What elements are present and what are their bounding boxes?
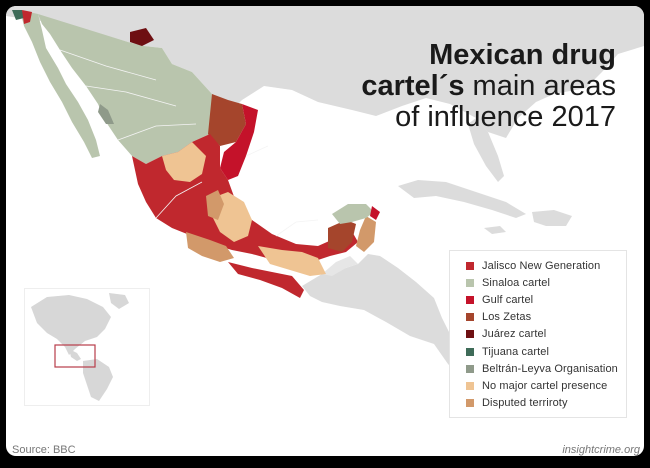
inset-canvas: [31, 293, 129, 401]
title-line-1: Mexican drug: [429, 39, 616, 71]
title-line-2-rest: main areas: [464, 70, 616, 102]
legend-item-juarez: Juárez cartel: [466, 326, 626, 343]
region-yucatan-sinaloa: [332, 204, 374, 224]
legend-label-tijuana: Tijuana cartel: [482, 345, 550, 358]
legend-swatch-beltran: [466, 364, 474, 373]
legend-swatch-sinaloa: [466, 278, 474, 287]
legend-item-beltran: Beltrán-Leyva Organisation: [466, 360, 626, 377]
legend-swatch-jalisco: [466, 261, 474, 270]
credit-text: insightcrime.org: [562, 444, 640, 456]
region-tijuana: [12, 10, 24, 20]
region-no-presence-north: [162, 142, 206, 182]
legend-item-zetas: Los Zetas: [466, 309, 626, 326]
region-no-presence-south: [258, 246, 326, 276]
legend-swatch-tijuana: [466, 347, 474, 356]
region-baja-northwest: [22, 10, 32, 24]
region-cuba: [398, 180, 526, 218]
region-sinaloa-north: [38, 14, 228, 164]
legend-label-none: No major cartel presence: [482, 379, 608, 392]
source-text: Source: BBC: [12, 444, 76, 456]
state-borders: [59, 49, 319, 237]
footer: Source: BBC insightcrime.org: [6, 444, 644, 456]
region-disputed-west: [186, 232, 234, 262]
legend-swatch-none: [466, 381, 474, 390]
inset-central-america: [69, 349, 81, 361]
title-line-3: of influence 2017: [395, 101, 616, 133]
region-gulf: [220, 104, 258, 180]
legend-label-gulf: Gulf cartel: [482, 293, 534, 306]
region-hispaniola: [532, 210, 572, 226]
title-line-2: cartel´s main areas: [316, 71, 616, 102]
legend-label-jalisco: Jalisco New Generation: [482, 259, 601, 272]
region-los-zetas-south: [328, 220, 356, 252]
inset-greenland: [109, 293, 129, 309]
legend-item-none: No major cartel presence: [466, 377, 626, 394]
map-canvas: [6, 6, 644, 372]
region-los-zetas-north: [208, 94, 246, 146]
legend-swatch-zetas: [466, 313, 474, 322]
region-baja-california: [20, 10, 100, 158]
inset-highlight-box: [54, 344, 96, 368]
legend-item-jalisco: Jalisco New Generation: [466, 257, 626, 274]
region-guatemala: [322, 256, 358, 276]
region-central-america: [302, 254, 460, 372]
legend-item-tijuana: Tijuana cartel: [466, 343, 626, 360]
legend-label-juarez: Juárez cartel: [482, 328, 547, 341]
region-gulf-yucatan: [370, 206, 380, 220]
map-title: Mexican drug cartel´s main areas of infl…: [316, 40, 616, 133]
legend-label-zetas: Los Zetas: [482, 311, 532, 324]
legend-swatch-disputed: [466, 399, 474, 408]
legend-label-beltran: Beltrán-Leyva Organisation: [482, 362, 618, 375]
region-disputed-central: [206, 190, 224, 220]
region-juarez: [130, 28, 154, 46]
region-beltran-leyva: [98, 104, 114, 124]
inset-south-america: [83, 359, 113, 401]
legend-label-disputed: Disputed terriroty: [482, 397, 568, 410]
locator-inset-map: [24, 288, 150, 406]
map-frame: Mexican drug cartel´s main areas of infl…: [6, 6, 644, 456]
inset-north-america: [31, 295, 111, 355]
legend-swatch-gulf: [466, 295, 474, 304]
legend: Jalisco New Generation Sinaloa cartel Gulf…: [449, 250, 627, 418]
region-disputed-east: [356, 216, 376, 252]
legend-item-sinaloa: Sinaloa cartel: [466, 274, 626, 291]
legend-label-sinaloa: Sinaloa cartel: [482, 276, 551, 289]
region-jamaica: [484, 226, 506, 234]
region-united-states: [6, 6, 644, 138]
legend-swatch-juarez: [466, 330, 474, 339]
region-florida: [468, 118, 504, 182]
legend-item-gulf: Gulf cartel: [466, 291, 626, 308]
title-line-2-bold: cartel´s: [361, 70, 465, 102]
legend-item-disputed: Disputed terriroty: [466, 395, 626, 412]
region-pacific-coast: [228, 262, 304, 298]
